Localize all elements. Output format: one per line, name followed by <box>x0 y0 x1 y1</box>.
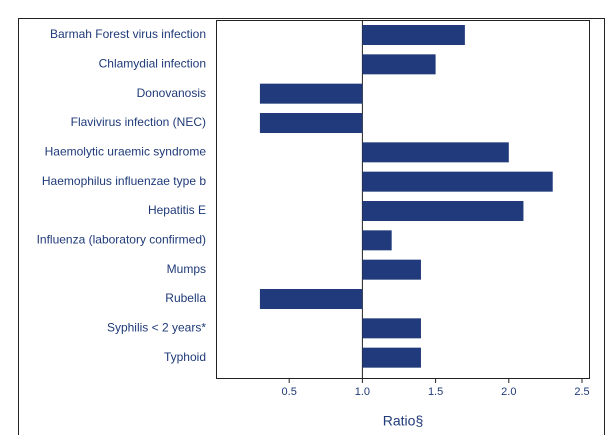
bar <box>362 54 436 75</box>
y-tick-label: Haemolytic uraemic syndrome <box>45 145 207 159</box>
y-tick-label: Haemophilus influenzae type b <box>42 174 206 188</box>
bar <box>259 289 363 309</box>
y-tick-label: Rubella <box>165 291 206 305</box>
y-tick-label: Influenza (laboratory confirmed) <box>37 233 206 247</box>
y-tick-label: Chlamydial infection <box>99 57 206 71</box>
bar <box>259 113 363 133</box>
x-tick-label: 0.5 <box>282 386 297 398</box>
y-tick-label: Flavivirus infection (NEC) <box>71 115 206 129</box>
y-tick-label: Barmah Forest virus infection <box>50 27 206 41</box>
bar <box>362 230 392 251</box>
x-tick-label: 2.0 <box>501 386 516 398</box>
y-tick-label: Typhoid <box>164 350 206 364</box>
y-tick-label: Donovanosis <box>137 86 206 100</box>
x-tick-label: 1.5 <box>428 386 443 398</box>
outer-frame <box>18 18 605 435</box>
x-tick-label: 1.0 <box>355 386 370 398</box>
bar <box>362 347 421 368</box>
bar <box>362 318 421 339</box>
x-tick-label: 2.5 <box>574 386 589 398</box>
bar <box>362 25 465 45</box>
bar <box>362 142 509 163</box>
bar <box>259 83 363 104</box>
plot-frame <box>216 20 590 379</box>
bar <box>362 201 524 221</box>
y-tick-label: Mumps <box>167 262 206 276</box>
y-tick-label: Hepatitis E <box>148 203 206 217</box>
y-tick-label: Syphilis < 2 years* <box>107 321 206 335</box>
bar <box>362 171 553 192</box>
x-axis-label: Ratio§ <box>383 413 423 429</box>
bar <box>362 259 421 280</box>
